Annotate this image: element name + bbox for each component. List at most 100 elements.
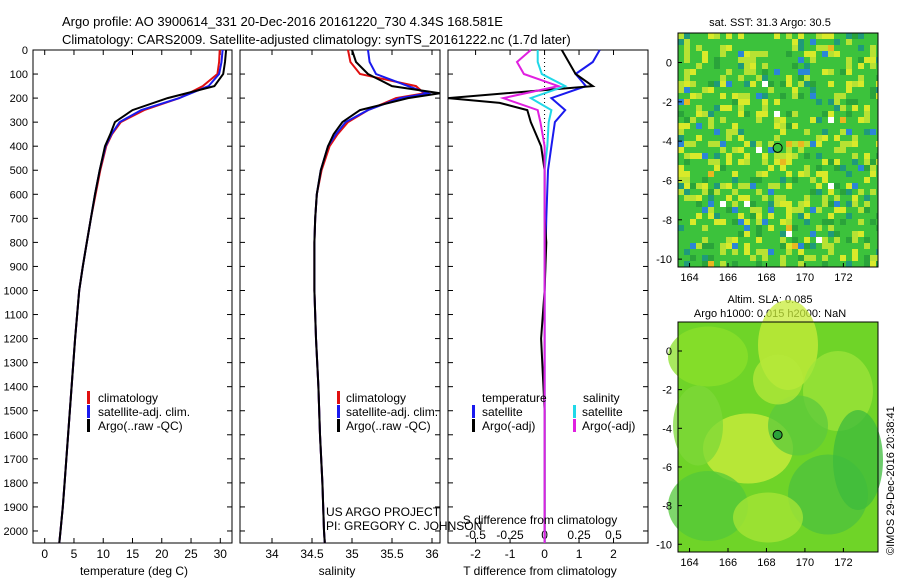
series-line — [58, 49, 228, 544]
sst-cell — [804, 255, 810, 261]
sst-cell — [846, 81, 852, 87]
sst-cell — [750, 207, 756, 213]
y-tick-label: 1200 — [4, 334, 28, 346]
salinity-xlabel: salinity — [319, 564, 356, 578]
sst-cell — [834, 93, 840, 99]
sst-cell — [834, 147, 840, 153]
x-tick-label: 36 — [425, 547, 439, 561]
sst-cell — [708, 243, 714, 249]
map-x-tick-label: 164 — [680, 557, 698, 569]
sst-cell — [804, 153, 810, 159]
sst-cell — [732, 99, 738, 105]
sst-cell — [864, 207, 870, 213]
sst-cell — [756, 207, 762, 213]
sst-cell — [828, 159, 834, 165]
sst-cell — [864, 159, 870, 165]
sst-cell — [810, 207, 816, 213]
sst-cell — [762, 93, 768, 99]
y-tick-label: 1300 — [4, 358, 28, 370]
sst-cell — [780, 237, 786, 243]
sst-cell — [840, 219, 846, 225]
sst-cell — [816, 171, 822, 177]
sst-cell — [684, 51, 690, 57]
sst-cell — [798, 45, 804, 51]
sst-cell — [828, 189, 834, 195]
sst-cell — [744, 111, 750, 117]
sst-cell — [798, 207, 804, 213]
sst-cell — [708, 123, 714, 129]
sst-cell — [780, 117, 786, 123]
sst-cell — [756, 213, 762, 219]
y-tick-label: 400 — [10, 141, 28, 153]
sst-cell — [678, 189, 684, 195]
y-tick-label: 2000 — [4, 526, 28, 538]
sst-cell — [744, 195, 750, 201]
sst-cell — [810, 51, 816, 57]
sst-cell — [816, 99, 822, 105]
sst-cell — [726, 45, 732, 51]
map-y-tick-label: -10 — [656, 254, 672, 266]
sst-cell — [720, 147, 726, 153]
sst-cell — [738, 63, 744, 69]
sst-cell — [828, 45, 834, 51]
sst-cell — [828, 51, 834, 57]
sst-cell — [714, 213, 720, 219]
sst-cell — [696, 123, 702, 129]
sla-blob — [768, 395, 828, 456]
sst-cell — [768, 147, 774, 153]
sst-cell — [720, 165, 726, 171]
sst-cell — [792, 177, 798, 183]
legend-label: Argo(..raw -QC) — [98, 419, 183, 433]
sst-cell — [810, 189, 816, 195]
sst-cell — [846, 33, 852, 39]
sst-cell — [798, 171, 804, 177]
x-tick-label: 15 — [126, 547, 140, 561]
sst-cell — [858, 219, 864, 225]
sst-cell — [786, 147, 792, 153]
legend-swatch-climatology — [337, 391, 340, 404]
sst-cell — [774, 123, 780, 129]
sst-cell — [768, 87, 774, 93]
sst-cell — [684, 57, 690, 63]
map-y-tick-label: 0 — [666, 346, 672, 358]
series-line — [447, 49, 596, 543]
sst-cell — [792, 207, 798, 213]
x2-tick-label: -0.25 — [496, 528, 524, 542]
x-tick-label: -1 — [505, 547, 516, 561]
sst-cell — [684, 87, 690, 93]
sst-cell — [792, 111, 798, 117]
sst-cell — [702, 111, 708, 117]
sst-cell — [762, 63, 768, 69]
sst-cell — [816, 33, 822, 39]
sst-cell — [816, 135, 822, 141]
sst-cell — [822, 261, 828, 267]
sst-cell — [738, 213, 744, 219]
sst-cell — [876, 249, 878, 255]
sst-cell — [822, 51, 828, 57]
map-y-tick-label: -4 — [662, 423, 672, 435]
sst-cell — [714, 219, 720, 225]
sst-cell — [864, 237, 870, 243]
sst-cell — [732, 177, 738, 183]
sst-cell — [696, 243, 702, 249]
legend-label: satellite-adj. clim. — [346, 405, 438, 419]
sst-cell — [822, 111, 828, 117]
sst-cell — [714, 33, 720, 39]
legend-swatch-satellite — [337, 405, 340, 418]
sst-cell — [684, 189, 690, 195]
sst-cell — [786, 243, 792, 249]
sst-cell — [816, 117, 822, 123]
sst-cell — [768, 249, 774, 255]
sst-cell — [684, 195, 690, 201]
sst-cell — [840, 255, 846, 261]
sst-cell — [678, 81, 684, 87]
sst-cell — [726, 237, 732, 243]
sst-cell — [804, 69, 810, 75]
sst-cell — [732, 189, 738, 195]
sst-cell — [702, 225, 708, 231]
sst-cell — [876, 57, 878, 63]
sst-cell — [684, 117, 690, 123]
salinity-panel: 34 34.5 35 35.5 36 — [239, 49, 441, 561]
sst-cell — [834, 51, 840, 57]
sla-blob — [668, 471, 748, 541]
